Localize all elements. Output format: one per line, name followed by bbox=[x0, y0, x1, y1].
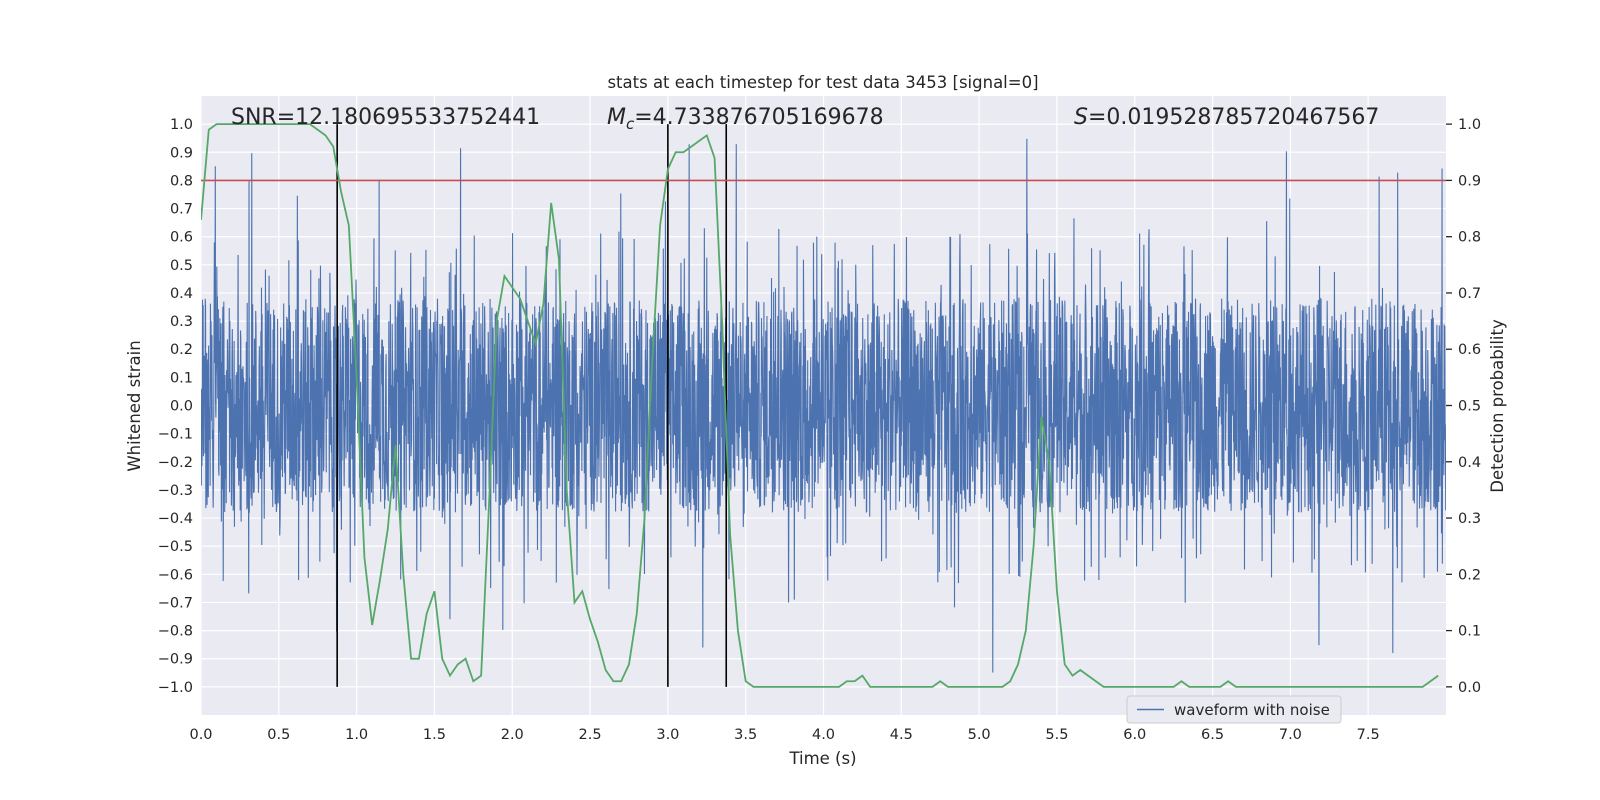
y-left-tick-label: 0.7 bbox=[170, 202, 193, 218]
y-left-tick-label: −0.2 bbox=[158, 455, 193, 471]
x-tick-label: 7.0 bbox=[1279, 727, 1302, 743]
y-right-tick-label: 0.0 bbox=[1458, 680, 1481, 696]
probability-line bbox=[201, 123, 1439, 688]
probability-series bbox=[201, 123, 1439, 688]
y-right-tick-label: 0.4 bbox=[1458, 455, 1481, 471]
waveform-series bbox=[201, 138, 1446, 673]
x-tick-label: 2.5 bbox=[579, 727, 602, 743]
y-left-tick-label: 0.4 bbox=[170, 286, 193, 302]
x-tick-label: 0.0 bbox=[189, 727, 212, 743]
x-tick-label: 7.5 bbox=[1357, 727, 1380, 743]
y-left-tick-label: −0.1 bbox=[158, 427, 193, 443]
x-tick-label: 2.0 bbox=[501, 727, 524, 743]
y-left-tick-label: 0.8 bbox=[170, 173, 193, 189]
y-right-tick-label: 1.0 bbox=[1458, 117, 1481, 133]
x-axis-label: Time (s) bbox=[788, 749, 856, 768]
y-left-tick-label: 0.1 bbox=[170, 370, 193, 386]
s-symbol: S bbox=[1074, 105, 1088, 130]
y-left-tick-label: −0.6 bbox=[158, 567, 193, 583]
y-right-tick-label: 0.6 bbox=[1458, 342, 1481, 358]
y-left-tick-label: 0.6 bbox=[170, 230, 193, 246]
y-left-tick-label: 0.0 bbox=[170, 399, 193, 415]
x-tick-label: 1.0 bbox=[345, 727, 368, 743]
y-right-tick-label: 0.5 bbox=[1458, 399, 1481, 415]
y-left-tick-label: −0.7 bbox=[158, 595, 193, 611]
x-tick-label: 5.0 bbox=[968, 727, 991, 743]
chart-title: stats at each timestep for test data 345… bbox=[607, 73, 1038, 92]
y-left-tick-label: −1.0 bbox=[158, 680, 193, 696]
y-right-tick-label: 0.7 bbox=[1458, 286, 1481, 302]
x-ticks: 0.0 0.5 1.0 1.5 2.0 2.5 3.0 3.5 4.0 4.5 5.0 5.5 6.0 6… bbox=[189, 727, 1379, 743]
x-tick-label: 1.5 bbox=[423, 727, 446, 743]
y-left-tick-label: −0.5 bbox=[158, 539, 193, 555]
legend-label: waveform with noise bbox=[1174, 701, 1330, 719]
x-tick-label: 0.5 bbox=[267, 727, 290, 743]
s-annotation: S=0.019528785720467567 bbox=[1074, 105, 1379, 130]
y-left-tick-label: 0.9 bbox=[170, 145, 193, 161]
waveform-line bbox=[201, 138, 1446, 673]
y-right-ticks: 1.0 0.9 0.8 0.7 0.6 0.5 0.4 0.3 0.2 0.1 0.0 bbox=[1446, 117, 1481, 696]
x-tick-label: 3.0 bbox=[656, 727, 679, 743]
chirp-mass-value: =4.733876705169678 bbox=[634, 105, 883, 130]
s-value: =0.019528785720467567 bbox=[1088, 105, 1379, 130]
legend: waveform with noise bbox=[1126, 695, 1342, 724]
y-left-axis-label: Whitened strain bbox=[125, 340, 144, 471]
y-right-tick-label: 0.1 bbox=[1458, 624, 1481, 640]
y-left-tick-label: −0.3 bbox=[158, 483, 193, 499]
y-left-tick-label: 1.0 bbox=[170, 117, 193, 133]
x-tick-label: 6.0 bbox=[1123, 727, 1146, 743]
y-left-tick-label: 0.2 bbox=[170, 342, 193, 358]
y-left-tick-label: −0.8 bbox=[158, 624, 193, 640]
x-tick-label: 6.5 bbox=[1201, 727, 1224, 743]
y-right-tick-label: 0.2 bbox=[1458, 567, 1481, 583]
y-right-tick-label: 0.3 bbox=[1458, 511, 1481, 527]
legend-box bbox=[1126, 695, 1342, 724]
snr-annotation: SNR=12.180695533752441 bbox=[231, 105, 540, 130]
vertical-markers bbox=[336, 124, 728, 687]
x-tick-label: 5.5 bbox=[1045, 727, 1068, 743]
y-left-tick-label: −0.4 bbox=[158, 511, 193, 527]
x-tick-label: 4.5 bbox=[890, 727, 913, 743]
x-tick-label: 4.0 bbox=[812, 727, 835, 743]
x-tick-label: 3.5 bbox=[734, 727, 757, 743]
y-left-ticks: 1.0 0.9 0.8 0.7 0.6 0.5 0.4 0.3 0.2 0.1 0.0 −0.1 −0.… bbox=[158, 117, 193, 696]
y-left-tick-label: 0.5 bbox=[170, 258, 193, 274]
y-right-axis-label: Detection probability bbox=[1488, 319, 1507, 493]
chirp-mass-symbol: M bbox=[607, 105, 626, 130]
y-left-tick-label: −0.9 bbox=[158, 652, 193, 668]
y-left-tick-label: 0.3 bbox=[170, 314, 193, 330]
y-right-tick-label: 0.9 bbox=[1458, 173, 1481, 189]
chirp-mass-subscript: c bbox=[626, 115, 635, 133]
y-right-tick-label: 0.8 bbox=[1458, 230, 1481, 246]
chirp-mass-annotation: Mc=4.733876705169678 bbox=[607, 105, 884, 133]
